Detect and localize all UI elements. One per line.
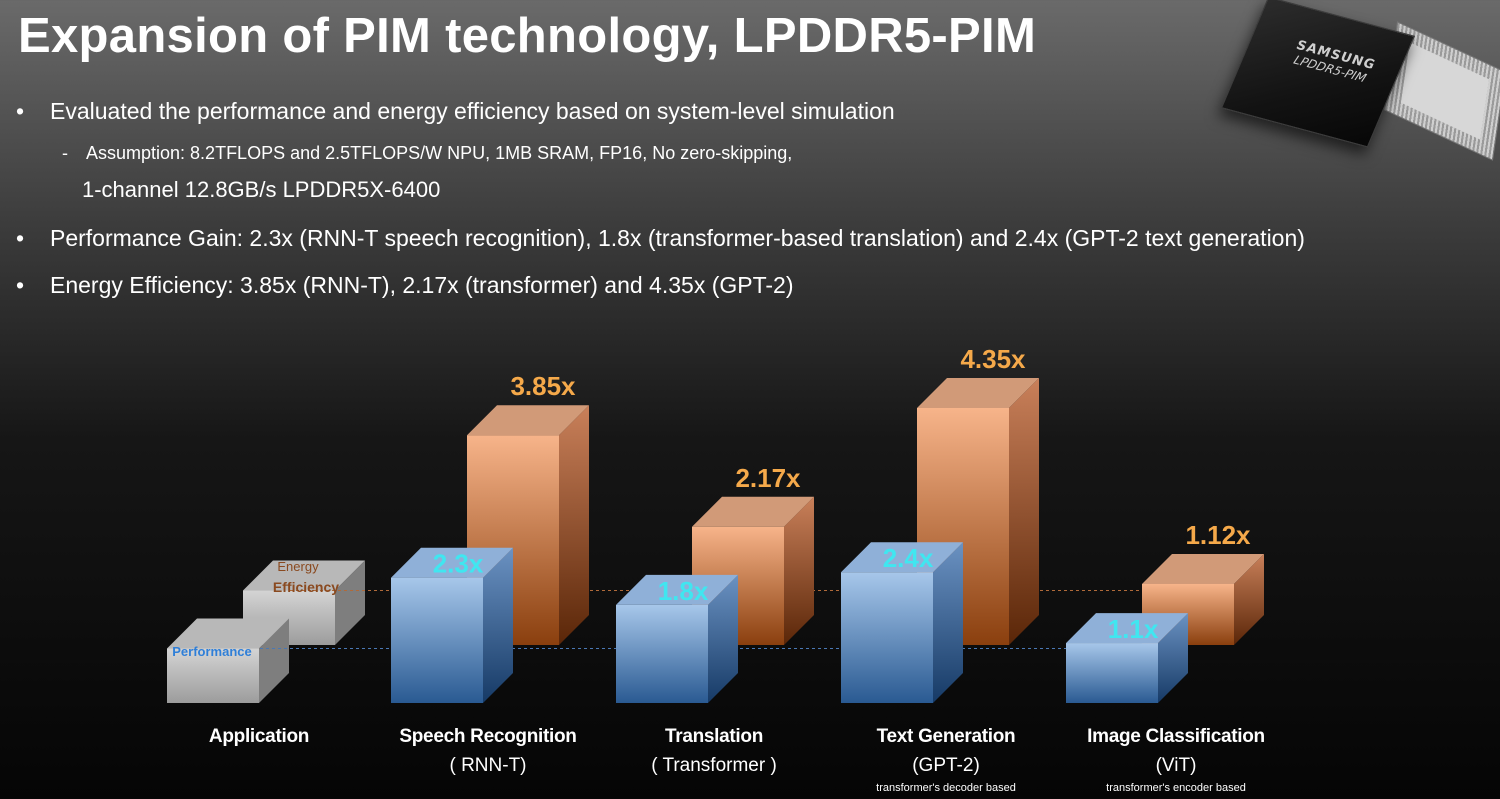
category-label: Speech Recognition <box>399 726 577 747</box>
category-label: Text Generation <box>876 726 1016 747</box>
energy-data-label: 4.35x <box>960 344 1026 374</box>
category-label: Translation <box>664 726 764 747</box>
performance-bar <box>391 547 513 703</box>
category-label: Image Classification <box>1087 726 1265 747</box>
legend-energy-line2: Efficiency <box>273 579 339 595</box>
category-sublabel: ( Transformer ) <box>651 755 777 776</box>
bar-front-face <box>391 577 483 703</box>
performance-data-label: 1.1x <box>1108 614 1159 644</box>
baseline-performance-box <box>167 618 289 703</box>
bar-front-face <box>167 648 259 703</box>
category-note: transformer's decoder based <box>876 782 1016 794</box>
bar-side-face <box>1234 553 1264 645</box>
bullet-energy-efficiency: • Energy Efficiency: 3.85x (RNN-T), 2.17x… <box>16 272 794 299</box>
sub-bullet-assumption: - Assumption: 8.2TFLOPS and 2.5TFLOPS/W N… <box>62 143 792 164</box>
legend-performance: Performance <box>172 644 251 659</box>
bullet-simulation: • Evaluated the performance and energy ef… <box>16 98 895 125</box>
bullet-text: Performance Gain: 2.3x (RNN-T speech rec… <box>50 225 1305 251</box>
bar-top-face <box>692 496 814 527</box>
category-sublabel: (ViT) <box>1155 755 1197 776</box>
performance-bar <box>1066 613 1188 703</box>
bar-top-face <box>1066 613 1188 644</box>
bar-side-face <box>335 560 365 645</box>
bar-top-face <box>391 547 513 578</box>
bar-side-face <box>483 547 513 703</box>
bar-top-face <box>467 405 589 436</box>
bullet-text: Evaluated the performance and energy eff… <box>50 98 895 124</box>
bar-top-face <box>616 574 738 605</box>
sub-bullet-continuation: 1-channel 12.8GB/s LPDDR5X-6400 <box>82 177 441 202</box>
bullet-dot: • <box>16 225 25 251</box>
legend-energy-line1: Energy <box>277 559 319 574</box>
performance-bar <box>841 542 963 703</box>
performance-data-label: 2.3x <box>433 549 484 579</box>
bar-top-face <box>1142 553 1264 584</box>
energy-bar <box>467 405 589 645</box>
energy-data-label: 3.85x <box>510 371 576 401</box>
energy-data-label: 1.12x <box>1185 520 1251 550</box>
bar-top-face <box>243 560 365 591</box>
slide-title: Expansion of PIM technology, LPDDR5-PIM <box>18 9 1037 63</box>
performance-data-label: 2.4x <box>883 543 934 573</box>
bar-front-face <box>1066 643 1158 703</box>
bullet-text: Energy Efficiency: 3.85x (RNN-T), 2.17x … <box>50 272 794 298</box>
baseline-boxes <box>167 560 365 703</box>
bullet-dot: • <box>16 98 25 124</box>
bullet-performance-gain: • Performance Gain: 2.3x (RNN-T speech re… <box>16 225 1305 252</box>
sub-bullet-dash: - <box>62 143 68 163</box>
category-label-application: Application <box>208 726 310 747</box>
bar-top-face <box>841 542 963 573</box>
bar-side-face <box>259 618 289 703</box>
bar-side-face <box>708 574 738 703</box>
bullet-dot: • <box>16 272 25 298</box>
category-note: transformer's encoder based <box>1106 782 1246 794</box>
category-sublabel: (GPT-2) <box>912 755 980 776</box>
sub-bullet-text: Assumption: 8.2TFLOPS and 2.5TFLOPS/W NP… <box>86 143 793 163</box>
bar-side-face <box>933 542 963 703</box>
bar-side-face <box>559 405 589 645</box>
bar-side-face <box>1158 613 1188 703</box>
bar-top-face <box>917 378 1039 408</box>
performance-bar <box>616 574 738 703</box>
energy-data-label: 2.17x <box>735 463 801 493</box>
bar-top-face <box>167 618 289 649</box>
bar-front-face <box>841 572 933 703</box>
bar-side-face <box>784 496 814 645</box>
category-sublabel: ( RNN-T) <box>449 755 527 776</box>
bar-side-face <box>1009 378 1039 645</box>
bar-front-face <box>616 604 708 703</box>
performance-data-label: 1.8x <box>658 576 709 606</box>
